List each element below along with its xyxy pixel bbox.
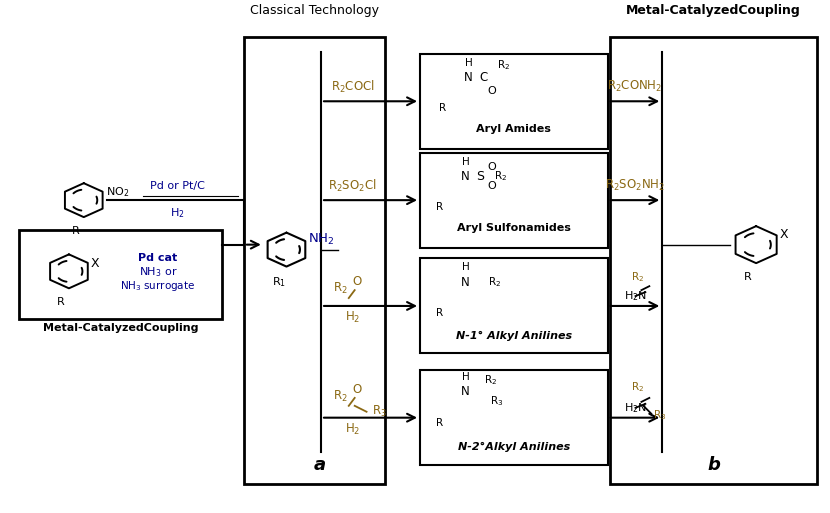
Text: R$_2$SO$_2$Cl: R$_2$SO$_2$Cl — [329, 178, 377, 194]
Text: H: H — [465, 57, 472, 68]
Text: R$_2$COCl: R$_2$COCl — [331, 79, 374, 95]
Text: R: R — [436, 202, 443, 212]
Text: N: N — [461, 385, 470, 399]
Text: Pd or Pt/C: Pd or Pt/C — [150, 181, 205, 191]
Text: R$_2$: R$_2$ — [484, 373, 497, 387]
Text: O: O — [488, 86, 496, 96]
Text: R: R — [439, 103, 447, 113]
Bar — [420, 370, 608, 465]
Text: NO$_2$: NO$_2$ — [105, 185, 129, 199]
Text: R$_2$: R$_2$ — [631, 380, 644, 394]
Text: H$_2$: H$_2$ — [170, 206, 185, 220]
Text: O: O — [488, 181, 496, 191]
Text: R: R — [436, 418, 443, 428]
Text: H: H — [461, 156, 469, 167]
Bar — [610, 37, 818, 484]
Text: H$_2$N: H$_2$N — [623, 289, 647, 303]
Text: R$_2$: R$_2$ — [497, 58, 510, 72]
Text: H$_2$N: H$_2$N — [623, 401, 647, 415]
Text: H$_2$: H$_2$ — [345, 310, 360, 325]
Text: Classical Technology: Classical Technology — [250, 4, 379, 17]
Text: R$_2$: R$_2$ — [334, 389, 349, 404]
Text: a: a — [314, 456, 325, 474]
Text: N-2°Alkyl Anilines: N-2°Alkyl Anilines — [458, 442, 570, 452]
Bar — [19, 230, 222, 319]
Text: R$_2$: R$_2$ — [334, 281, 349, 296]
Bar — [244, 37, 385, 484]
Text: R$_3$: R$_3$ — [491, 394, 504, 408]
Text: R$_2$: R$_2$ — [494, 169, 507, 183]
Text: R$_3$: R$_3$ — [653, 408, 666, 422]
Text: N: N — [464, 71, 473, 84]
Text: R: R — [745, 272, 752, 282]
Text: Aryl Amides: Aryl Amides — [476, 124, 551, 134]
Bar — [420, 153, 608, 248]
Text: Metal-CatalyzedCoupling: Metal-CatalyzedCoupling — [43, 323, 198, 333]
Text: R: R — [72, 226, 80, 236]
Text: X: X — [90, 257, 100, 270]
Text: Aryl Sulfonamides: Aryl Sulfonamides — [457, 223, 571, 233]
Bar — [420, 259, 608, 353]
Text: R$_2$: R$_2$ — [631, 270, 644, 284]
Text: H: H — [461, 262, 469, 272]
Text: R: R — [436, 308, 443, 318]
Text: NH$_3$ or: NH$_3$ or — [139, 265, 178, 279]
Text: NH$_2$: NH$_2$ — [308, 232, 334, 247]
Text: H$_2$: H$_2$ — [345, 422, 360, 437]
Text: X: X — [780, 228, 788, 241]
Text: b: b — [707, 456, 720, 474]
Text: NH$_3$ surrogate: NH$_3$ surrogate — [120, 279, 196, 293]
Text: C: C — [479, 71, 487, 84]
Text: Pd cat: Pd cat — [139, 253, 178, 264]
Text: O: O — [488, 162, 496, 171]
Text: O: O — [352, 383, 361, 396]
Text: H: H — [461, 372, 469, 382]
Text: R$_2$SO$_2$NH$_2$: R$_2$SO$_2$NH$_2$ — [605, 178, 665, 193]
Text: O: O — [352, 275, 361, 288]
Text: S: S — [476, 170, 484, 183]
Bar — [420, 54, 608, 149]
Text: R: R — [57, 297, 65, 307]
Text: Metal-CatalyzedCoupling: Metal-CatalyzedCoupling — [626, 4, 801, 17]
Text: R$_1$: R$_1$ — [271, 275, 286, 289]
Text: R$_3$: R$_3$ — [373, 404, 388, 419]
Text: N: N — [461, 170, 470, 183]
Text: N: N — [461, 275, 470, 289]
Text: R$_2$: R$_2$ — [488, 275, 501, 289]
Text: N-1° Alkyl Anilines: N-1° Alkyl Anilines — [456, 330, 572, 341]
Text: R$_2$CONH$_2$: R$_2$CONH$_2$ — [608, 79, 662, 94]
